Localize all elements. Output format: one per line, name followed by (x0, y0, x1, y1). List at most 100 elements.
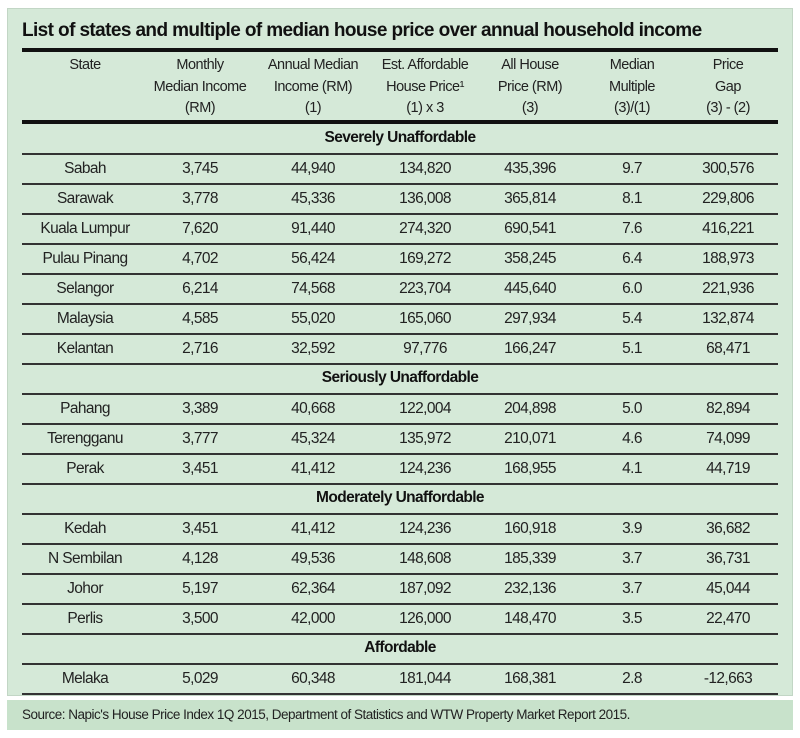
column-header-line: (RM) (184, 100, 216, 116)
value-cell: 223,704 (399, 280, 451, 297)
value-cell: -12,663 (703, 670, 753, 687)
state-cell: Perak (66, 460, 104, 477)
value-cell: 4,128 (182, 550, 218, 567)
row-divider (22, 153, 778, 155)
column-header-line: Price (712, 57, 744, 73)
row-divider (22, 333, 778, 335)
value-cell: 232,136 (504, 580, 556, 597)
value-cell: 148,608 (399, 550, 451, 567)
value-cell: 136,008 (399, 190, 451, 207)
row-divider (22, 543, 778, 545)
section-divider (22, 633, 778, 635)
value-cell: 6,214 (182, 280, 218, 297)
value-cell: 7.6 (622, 220, 642, 237)
row-divider (22, 603, 778, 605)
row-divider (22, 573, 778, 575)
table-title: List of states and multiple of median ho… (22, 20, 702, 41)
value-cell: 135,972 (399, 430, 451, 447)
value-cell: 124,236 (399, 460, 451, 477)
column-header: All House Price (RM) (3) (480, 55, 580, 120)
value-cell: 416,221 (702, 220, 754, 237)
value-cell: 55,020 (291, 310, 335, 327)
state-cell: Malaysia (56, 310, 114, 327)
column-header-line: Annual Median (267, 57, 359, 73)
table-row: Sarawak 3,778 45,336 136,008 365,814 8.1 229,8… (22, 184, 778, 214)
column-header: Median Multiple (3)/(1) (587, 55, 677, 120)
value-cell: 3.9 (622, 520, 642, 537)
value-cell: 229,806 (702, 190, 754, 207)
value-cell: 40,668 (291, 400, 335, 417)
column-header-line: (3) (521, 100, 539, 116)
table-row: Johor 5,197 62,364 187,092 232,136 3.7 45,044 (22, 574, 778, 604)
value-cell: 4,702 (182, 250, 218, 267)
value-cell: 690,541 (504, 220, 556, 237)
column-header-line: Gap (715, 78, 741, 95)
value-cell: 4.6 (622, 430, 642, 447)
value-cell: 3.5 (622, 610, 642, 627)
value-cell: 185,339 (504, 550, 556, 567)
value-cell: 3,500 (182, 610, 218, 627)
section-heading: Seriously Unaffordable (321, 369, 479, 386)
value-cell: 187,092 (399, 580, 451, 597)
value-cell: 210,071 (504, 430, 556, 447)
table-row: N Sembilan 4,128 49,536 148,608 185,339 3.7 36… (22, 544, 778, 574)
value-cell: 9.7 (622, 160, 642, 177)
column-header-line: All House (501, 57, 559, 73)
value-cell: 3.7 (622, 550, 642, 567)
value-cell: 44,940 (291, 160, 335, 177)
section-heading: Moderately Unaffordable (316, 489, 485, 506)
value-cell: 365,814 (504, 190, 556, 207)
value-cell: 2.8 (622, 670, 642, 687)
value-cell: 122,004 (399, 400, 451, 417)
value-cell: 49,536 (291, 550, 335, 567)
value-cell: 97,776 (403, 340, 447, 357)
value-cell: 82,894 (706, 400, 750, 417)
row-divider (22, 303, 778, 305)
table-row: Perlis 3,500 42,000 126,000 148,470 3.5 22,470 (22, 604, 778, 634)
value-cell: 169,272 (399, 250, 451, 267)
column-header-line: Income (RM) (273, 78, 353, 95)
value-cell: 44,719 (706, 460, 750, 477)
value-cell: 3,777 (182, 430, 218, 447)
value-cell: 204,898 (504, 400, 556, 417)
value-cell: 32,592 (291, 340, 335, 357)
value-cell: 3,778 (182, 190, 218, 207)
value-cell: 168,381 (504, 670, 556, 687)
value-cell: 3.7 (622, 580, 642, 597)
value-cell: 5,197 (182, 580, 218, 597)
value-cell: 435,396 (504, 160, 556, 177)
row-divider (22, 393, 778, 395)
column-header-line: Monthly (176, 57, 224, 73)
value-cell: 274,320 (399, 220, 451, 237)
column-header: Monthly Median Income (RM) (140, 55, 260, 120)
value-cell: 3,451 (182, 520, 218, 537)
value-cell: 6.0 (622, 280, 642, 297)
value-cell: 91,440 (291, 220, 335, 237)
table-row: Selangor 6,214 74,568 223,704 445,640 6.0 221,… (22, 274, 778, 304)
section-heading: Severely Unaffordable (324, 129, 476, 146)
section-heading: Affordable (364, 639, 436, 656)
value-cell: 2,716 (182, 340, 218, 357)
column-header-line: (3)/(1) (614, 100, 650, 116)
value-cell: 68,471 (706, 340, 750, 357)
value-cell: 4,585 (182, 310, 218, 327)
value-cell: 166,247 (504, 340, 556, 357)
value-cell: 60,348 (291, 670, 335, 687)
value-cell: 300,576 (702, 160, 754, 177)
table-row: Kedah 3,451 41,412 124,236 160,918 3.9 36,682 (22, 514, 778, 544)
table-row: Pulau Pinang 4,702 56,424 169,272 358,245 6.4… (22, 244, 778, 274)
state-cell: Terengganu (47, 430, 123, 447)
source-note: Source: Napic's House Price Index 1Q 201… (7, 700, 793, 730)
table-row: Perak 3,451 41,412 124,236 168,955 4.1 44,719 (22, 454, 778, 484)
value-cell: 8.1 (622, 190, 642, 207)
header-bottom-rule (22, 120, 778, 124)
state-cell: N Sembilan (47, 550, 123, 567)
table-row: Melaka 5,029 60,348 181,044 168,381 2.8 -12,66… (22, 664, 778, 694)
value-cell: 42,000 (291, 610, 335, 627)
value-cell: 148,470 (504, 610, 556, 627)
state-cell: Selangor (56, 280, 114, 297)
row-divider (22, 423, 778, 425)
column-header-line: Est. Affordable (381, 57, 469, 73)
value-cell: 45,044 (706, 580, 750, 597)
section-divider (22, 693, 778, 695)
